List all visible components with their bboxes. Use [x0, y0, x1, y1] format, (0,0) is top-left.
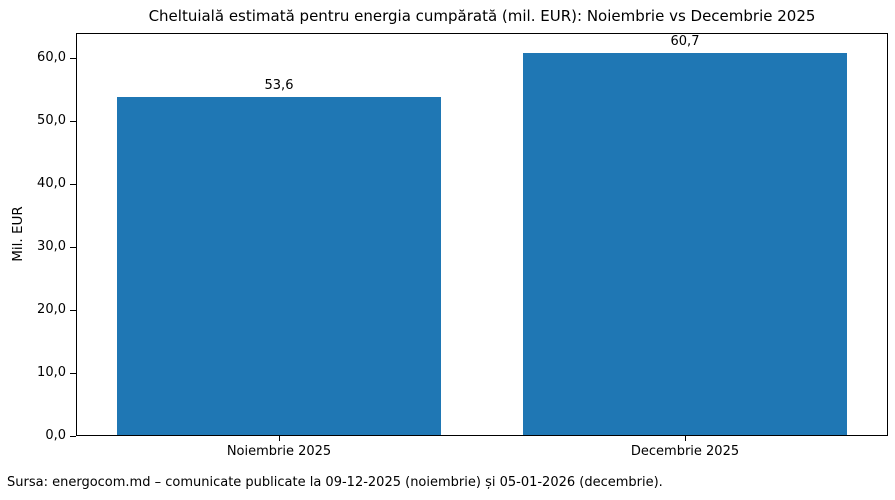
bar-value-label: 60,7 — [670, 33, 700, 49]
bar — [522, 52, 848, 435]
x-tick-label: Decembrie 2025 — [630, 444, 740, 459]
source-note: Sursa: energocom.md – comunicate publica… — [7, 475, 663, 490]
y-tick-mark — [70, 372, 76, 374]
y-tick-mark — [70, 246, 76, 248]
y-tick-mark — [70, 57, 76, 59]
x-tick-label: Noiembrie 2025 — [226, 444, 332, 459]
y-tick-mark — [70, 435, 76, 437]
chart-title: Cheltuială estimată pentru energia cumpă… — [148, 7, 816, 25]
y-tick-mark — [70, 309, 76, 311]
y-tick-label: 20,0 — [37, 302, 66, 318]
x-tick-mark — [278, 436, 280, 441]
y-tick-mark — [70, 120, 76, 122]
y-tick-label: 60,0 — [37, 50, 66, 66]
y-tick-label: 40,0 — [37, 176, 66, 192]
y-tick-label: 30,0 — [37, 239, 66, 255]
y-tick-label: 50,0 — [37, 113, 66, 129]
y-tick-mark — [70, 183, 76, 185]
bar-value-label: 53,6 — [264, 78, 294, 94]
y-tick-label: 10,0 — [37, 365, 66, 381]
bar — [116, 97, 442, 435]
y-tick-label: 0,0 — [45, 428, 66, 443]
x-tick-mark — [684, 436, 686, 441]
